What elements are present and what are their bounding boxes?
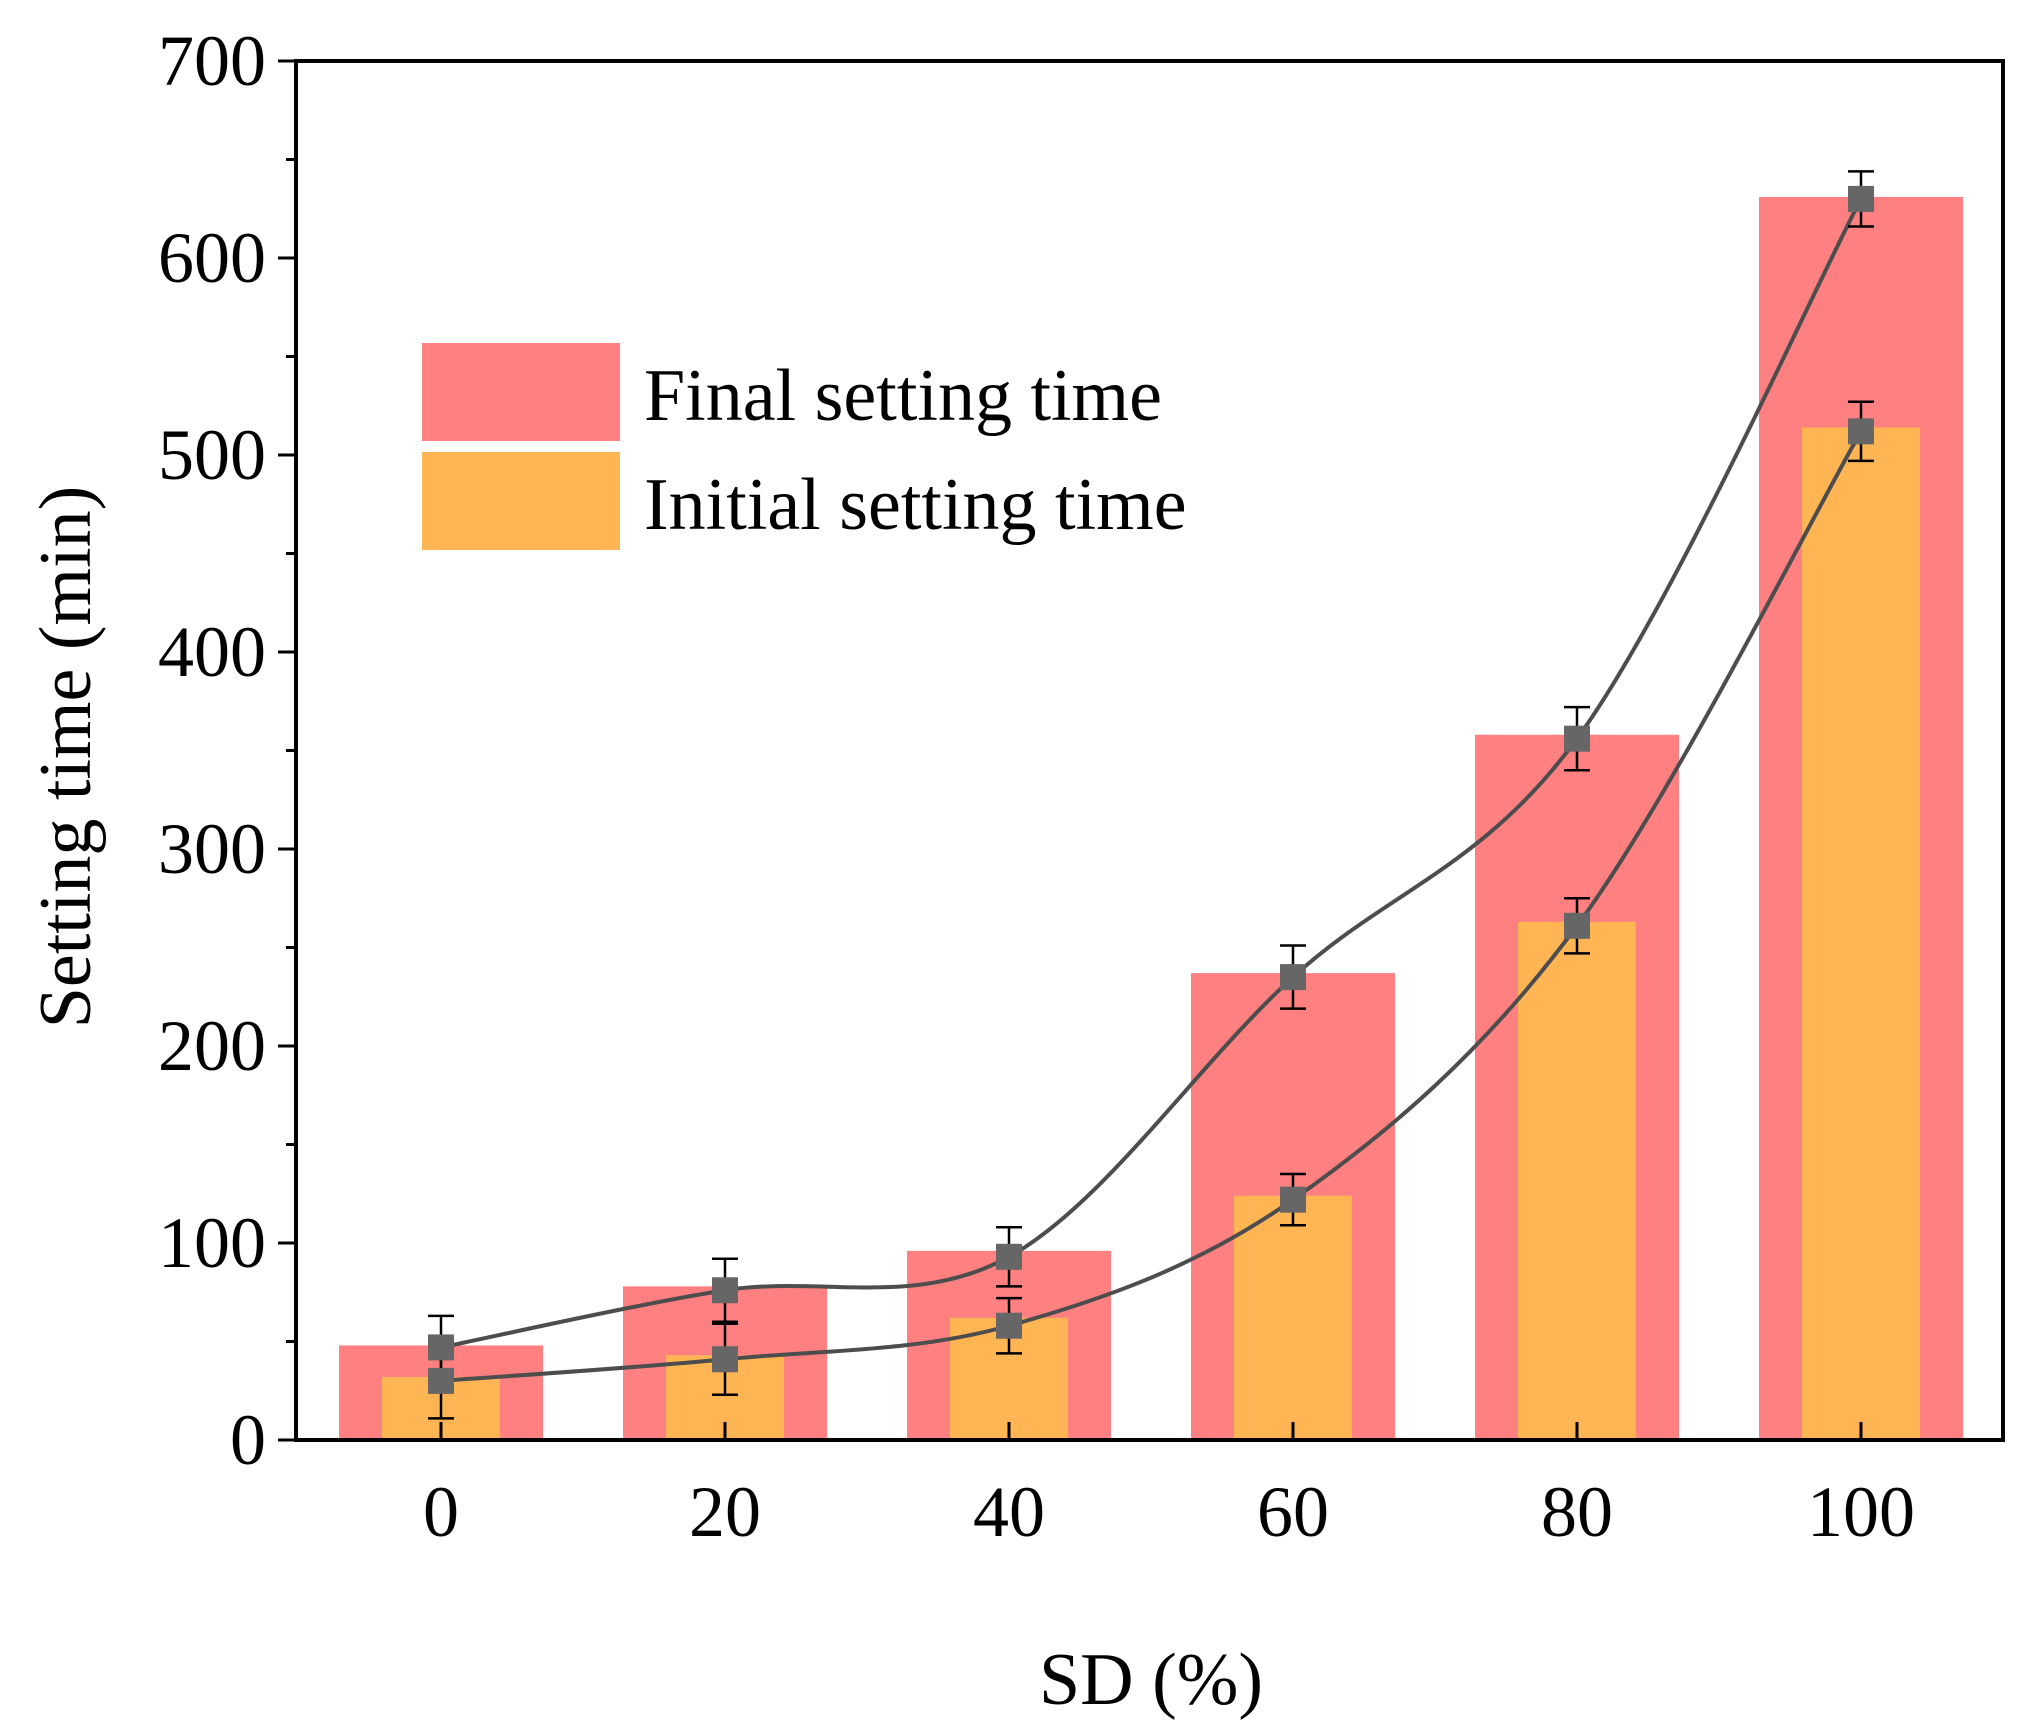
x-tick-label-80: 80 [1541, 1472, 1613, 1552]
legend-swatch-initial [422, 452, 620, 550]
marker-initial-80 [1564, 912, 1590, 939]
marker-initial-20 [712, 1346, 738, 1373]
legend-label-final: Final setting time [644, 355, 1162, 437]
marker-initial-40 [996, 1312, 1022, 1339]
y-tick-label-600: 600 [158, 218, 266, 298]
x-tick-label-60: 60 [1257, 1472, 1329, 1552]
y-tick-label-500: 500 [158, 415, 266, 495]
y-axis-title: Setting time (min) [25, 486, 107, 1029]
marker-final-20 [712, 1277, 738, 1304]
marker-initial-0 [428, 1367, 454, 1394]
x-axis-title: SD (%) [1039, 1639, 1263, 1721]
tick-labels-layer: 0 100 200 300 400 500 600 700 0 20 40 60 80 100 [158, 21, 1915, 1552]
bar-initial-60 [1234, 1195, 1352, 1440]
legend: Final setting time Initial setting time [422, 343, 1187, 550]
legend-label-initial: Initial setting time [644, 464, 1187, 546]
x-tick-label-100: 100 [1807, 1472, 1915, 1552]
y-tick-label-100: 100 [158, 1203, 266, 1283]
legend-swatch-final [422, 343, 620, 441]
markers-layer [428, 185, 1874, 1394]
y-tick-label-0: 0 [230, 1400, 266, 1480]
marker-initial-60 [1280, 1186, 1306, 1213]
marker-final-40 [996, 1243, 1022, 1270]
x-tick-label-40: 40 [973, 1472, 1045, 1552]
y-tick-label-400: 400 [158, 612, 266, 692]
y-tick-label-200: 200 [158, 1006, 266, 1086]
x-tick-label-0: 0 [423, 1472, 459, 1552]
marker-final-60 [1280, 964, 1306, 991]
marker-final-100 [1848, 185, 1874, 212]
y-tick-label-300: 300 [158, 809, 266, 889]
bar-initial-100 [1802, 427, 1920, 1440]
marker-final-80 [1564, 725, 1590, 752]
marker-final-0 [428, 1334, 454, 1361]
x-tick-label-20: 20 [689, 1472, 761, 1552]
y-tick-label-700: 700 [158, 21, 266, 101]
marker-initial-100 [1848, 418, 1874, 445]
axes-layer [278, 59, 2005, 1442]
bar-initial-80 [1518, 921, 1636, 1440]
